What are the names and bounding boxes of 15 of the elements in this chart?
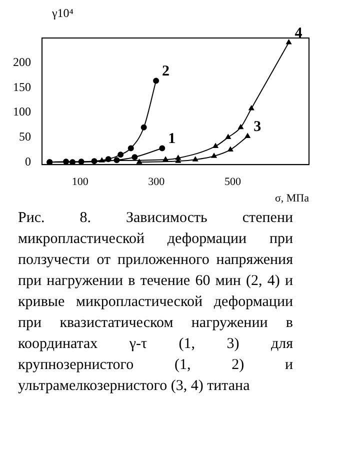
y-tick-label: 200	[13, 54, 31, 69]
y-tick-label: 100	[13, 104, 31, 119]
x-tick-label: 500	[224, 176, 242, 188]
series-label: 3	[254, 119, 262, 136]
series-label: 2	[162, 64, 170, 80]
series-label: 4	[294, 25, 303, 42]
y-axis-title: γ10⁴	[52, 6, 74, 21]
x-tick-label: 300	[148, 176, 166, 188]
series-label: 1	[168, 131, 176, 148]
x-axis-title: σ, МПа	[274, 192, 310, 204]
y-tick-label: 0	[25, 154, 31, 168]
text: Рис. 8. Зависимость степени микропластической деформации при ползучести от приложенного напряжения при нагружении в течение 60 мин (2, 4) и кривые микропластической деформации при квазистатическом нагружении в координатах γ-τ (1, 3) для крупнозернистого (1, 2) и ультрамелкозернистого (3, 4) титана	[18, 210, 293, 394]
x-tick-label: 100	[72, 176, 89, 188]
y-tick-label: 150	[13, 80, 31, 94]
y-tick-label: 50	[19, 129, 31, 144]
